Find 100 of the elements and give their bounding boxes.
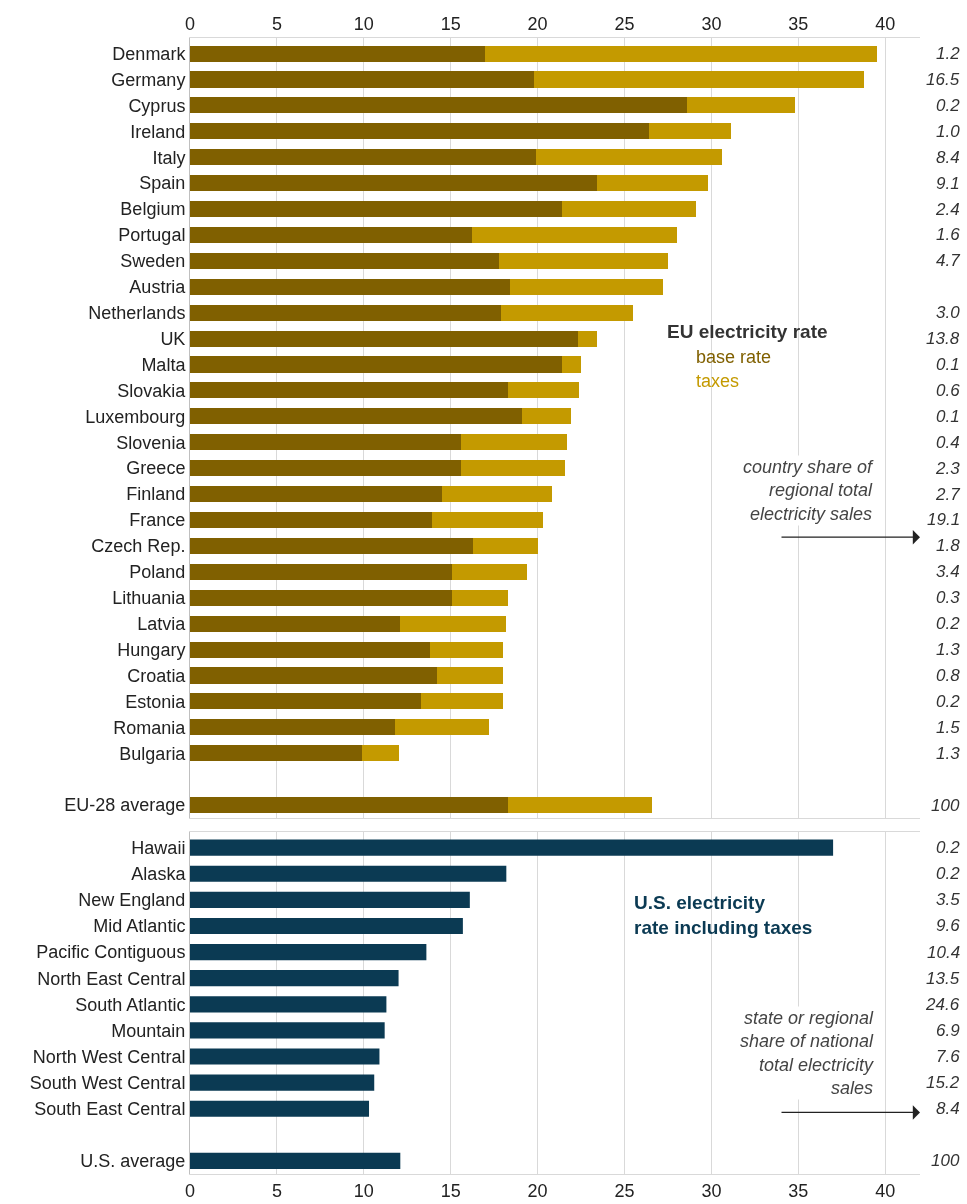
bar bbox=[190, 1152, 401, 1170]
bar bbox=[190, 434, 462, 451]
x-tick-label: 20 bbox=[527, 13, 548, 34]
y-tick-label: Romania bbox=[113, 717, 187, 738]
bar bbox=[190, 839, 834, 856]
y-tick-label: Lithuania bbox=[112, 588, 187, 609]
x-tick-label: 0 bbox=[184, 13, 196, 34]
y2-tick-label: 19.1 bbox=[927, 510, 961, 529]
bar bbox=[535, 149, 722, 166]
bar bbox=[190, 970, 399, 987]
y2-tick-label: 24.6 bbox=[925, 995, 960, 1014]
y-tick-label: Slovakia bbox=[117, 380, 187, 401]
x-tick-label: 5 bbox=[271, 1180, 282, 1201]
bar bbox=[395, 719, 489, 736]
y2-tick-label: 1.6 bbox=[936, 225, 961, 244]
y2-tick-label: 0.2 bbox=[936, 692, 961, 711]
y2-tick-label: 2.4 bbox=[935, 200, 960, 219]
x-tick-label: 5 bbox=[271, 13, 282, 34]
bar bbox=[190, 1100, 370, 1117]
bar bbox=[190, 1074, 375, 1091]
bar bbox=[501, 304, 634, 321]
y2-tick-label: 10.4 bbox=[927, 943, 961, 962]
bar bbox=[452, 563, 528, 580]
bar bbox=[190, 382, 509, 399]
y-tick-label: New England bbox=[78, 890, 186, 911]
y-tick-label: Mid Atlantic bbox=[93, 916, 186, 937]
bar bbox=[190, 330, 578, 347]
y2-tick-label: 3.4 bbox=[936, 562, 960, 581]
bar bbox=[190, 486, 443, 503]
y-tick-label: Pacific Contiguous bbox=[36, 942, 186, 963]
y2-tick-label: 13.5 bbox=[926, 969, 960, 988]
y2-tick-label: 1.3 bbox=[936, 640, 961, 659]
bar bbox=[190, 537, 474, 554]
y-tick-label: Czech Rep. bbox=[91, 536, 186, 557]
y-tick-label: Cyprus bbox=[128, 95, 186, 116]
bar bbox=[190, 944, 427, 961]
y-tick-label: Slovenia bbox=[116, 432, 187, 453]
bar bbox=[190, 589, 453, 606]
y2-tick-label: 9.1 bbox=[936, 174, 960, 193]
y-tick-label: Spain bbox=[139, 173, 186, 194]
x-tick-label: 10 bbox=[353, 13, 374, 34]
y-tick-label: France bbox=[129, 510, 186, 531]
bar bbox=[429, 641, 503, 658]
bar bbox=[596, 175, 708, 192]
bar bbox=[190, 719, 396, 736]
x-tick-label: 15 bbox=[440, 1180, 461, 1201]
x-tick-label: 30 bbox=[701, 13, 722, 34]
y2-tick-label: 1.0 bbox=[936, 122, 961, 141]
x-tick-label: 25 bbox=[614, 13, 635, 34]
bar bbox=[190, 917, 463, 935]
y-tick-label: Sweden bbox=[120, 251, 186, 272]
legend-title: EU electricity rate bbox=[667, 321, 828, 342]
x-tick-label: 0 bbox=[184, 1180, 196, 1201]
y2-tick-label: 16.5 bbox=[926, 70, 960, 89]
bar bbox=[534, 71, 865, 88]
y2-tick-label: 4.7 bbox=[936, 251, 961, 270]
x-tick-label: 20 bbox=[527, 1180, 548, 1201]
bar bbox=[190, 615, 401, 632]
x-tick-label: 30 bbox=[701, 1180, 722, 1201]
y-tick-label: Luxembourg bbox=[85, 406, 186, 427]
y2-tick-label: 100 bbox=[931, 796, 960, 815]
bar bbox=[190, 304, 502, 321]
bar bbox=[190, 201, 562, 218]
bar bbox=[436, 667, 503, 684]
bar bbox=[190, 797, 509, 814]
y-tick-label: Hawaii bbox=[131, 837, 186, 858]
x-tick-label: 35 bbox=[788, 1180, 809, 1201]
bar bbox=[509, 278, 663, 295]
y2-tick-label: 9.6 bbox=[936, 916, 961, 935]
y-tick-label: Mountain bbox=[111, 1020, 186, 1041]
y-tick-label: Ireland bbox=[130, 121, 186, 142]
y-tick-label: North East Central bbox=[37, 968, 186, 989]
y2-tick-label: 6.9 bbox=[936, 1021, 961, 1040]
y-tick-label: Bulgaria bbox=[119, 743, 187, 764]
y-tick-label: U.S. average bbox=[80, 1151, 186, 1172]
bar bbox=[190, 252, 500, 269]
bar bbox=[499, 252, 668, 269]
y2-tick-label: 2.7 bbox=[935, 485, 961, 504]
bar bbox=[190, 745, 363, 762]
y2-tick-label: 0.1 bbox=[936, 355, 960, 374]
bar bbox=[431, 511, 543, 529]
y2-tick-label: 0.2 bbox=[936, 864, 961, 883]
y2-tick-label: 0.2 bbox=[936, 614, 961, 633]
bar bbox=[190, 667, 437, 684]
y-tick-label: EU-28 average bbox=[64, 795, 186, 816]
y-tick-label: Austria bbox=[129, 277, 187, 298]
bar bbox=[561, 356, 582, 373]
bar bbox=[190, 1048, 380, 1065]
bar bbox=[561, 201, 696, 218]
bar bbox=[508, 797, 653, 814]
bar bbox=[190, 996, 387, 1013]
y2-tick-label: 0.1 bbox=[936, 407, 960, 426]
y2-tick-label: 3.5 bbox=[936, 890, 961, 909]
bar bbox=[190, 123, 649, 140]
y-tick-label: Greece bbox=[126, 458, 186, 479]
y2-tick-label: 13.8 bbox=[926, 329, 960, 348]
bar bbox=[508, 382, 580, 399]
y2-tick-label: 0.4 bbox=[936, 433, 960, 452]
y2-tick-label: 7.6 bbox=[936, 1047, 961, 1066]
y-tick-label: South Atlantic bbox=[75, 994, 186, 1015]
